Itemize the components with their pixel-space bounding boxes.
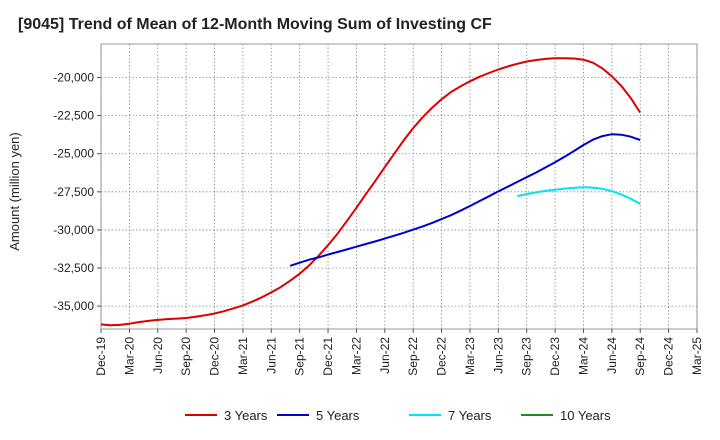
legend-label-7-years: 7 Years [448,408,492,423]
x-tick-label: Sep-20 [179,337,193,376]
plot-area [100,43,698,330]
legend-label-3-years: 3 Years [224,408,268,423]
x-tick-label: Jun-20 [151,337,165,374]
x-tick-label: Sep-22 [406,337,420,376]
series-line-3-years [100,57,642,327]
y-tick-label: -30,000 [53,223,94,237]
x-tick-label: Mar-23 [463,337,477,375]
x-tick-label: Sep-21 [293,337,307,376]
series-lines [100,57,642,327]
x-tick-label: Dec-22 [435,337,449,376]
x-tick-label: Jun-22 [378,337,392,374]
legend-label-10-years: 10 Years [560,408,611,423]
y-axis: -20,000 -22,500 -25,000 -27,500 -30,000 -32,5… [53,71,101,313]
x-axis: Dec-19 Mar-20 Jun-20 Sep-20 Dec-20 Mar-21 Jun-… [94,329,704,376]
x-tick-label: Mar-25 [690,337,704,375]
y-tick-label: -32,500 [53,261,94,275]
x-tick-label: Mar-21 [236,337,250,375]
x-tick-label: Sep-24 [633,337,647,376]
y-tick-label: -25,000 [53,147,94,161]
x-tick-label: Mar-20 [122,337,136,375]
x-tick-label: Sep-23 [520,337,534,376]
x-tick-label: Dec-24 [662,337,676,376]
gridlines [100,44,698,329]
x-tick-label: Jun-24 [605,337,619,374]
x-tick-label: Dec-19 [94,337,108,376]
series-line-7-years [517,186,641,205]
x-tick-label: Mar-24 [576,337,590,375]
x-tick-label: Mar-22 [349,337,363,375]
x-tick-label: Dec-20 [208,337,222,376]
y-tick-label: -27,500 [53,185,94,199]
y-tick-label: -20,000 [53,71,94,85]
y-axis-label: Amount (million yen) [7,132,22,251]
legend: 3 Years 5 Years 7 Years 10 Years [185,408,611,423]
x-tick-label: Dec-23 [548,337,562,376]
chart-title: [9045] Trend of Mean of 12-Month Moving … [18,16,492,33]
series-line-5-years [289,133,641,267]
legend-label-5-years: 5 Years [316,408,360,423]
x-tick-label: Jun-23 [491,337,505,374]
y-tick-label: -22,500 [53,109,94,123]
y-tick-label: -35,000 [53,299,94,313]
x-tick-label: Dec-21 [321,337,335,376]
x-tick-label: Jun-21 [264,337,278,374]
